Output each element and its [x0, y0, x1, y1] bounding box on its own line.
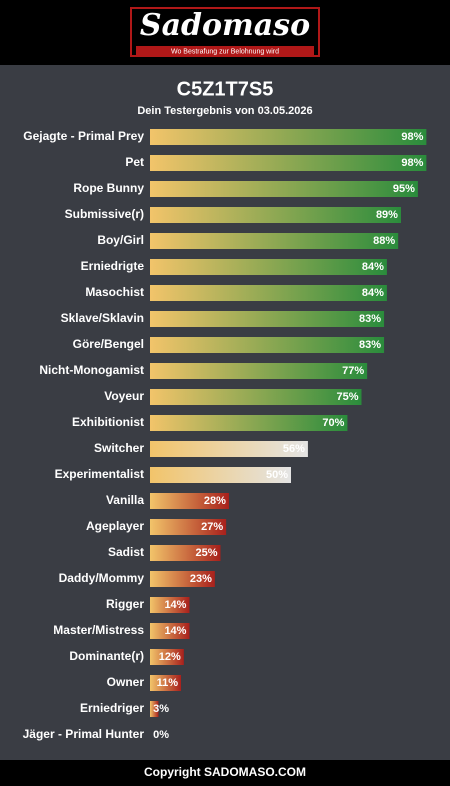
category-label: Voyeur — [104, 389, 144, 403]
category-label: Submissive(r) — [65, 207, 144, 221]
chart-subtitle: Dein Testergebnis von 03.05.2026 — [137, 105, 312, 117]
bar — [150, 363, 368, 379]
category-label: Experimentalist — [55, 467, 144, 481]
category-label: Switcher — [94, 441, 144, 455]
value-label: 14% — [164, 599, 186, 611]
footer: Copyright SADOMASO.COM — [144, 765, 306, 779]
value-label: 23% — [190, 573, 212, 585]
category-label: Masochist — [85, 285, 144, 299]
bar — [150, 441, 308, 457]
category-label: Sadist — [108, 545, 144, 559]
value-label: 89% — [376, 209, 398, 221]
bar — [150, 207, 401, 223]
category-label: Erniedriger — [80, 701, 144, 715]
bar — [150, 233, 399, 249]
bar — [150, 493, 229, 509]
bar — [150, 467, 291, 483]
chart-title: C5Z1T7S5 — [177, 78, 274, 100]
category-label: Rope Bunny — [73, 181, 144, 195]
bar — [150, 675, 182, 691]
category-label: Rigger — [106, 597, 144, 611]
category-label: Erniedrigte — [81, 259, 145, 273]
category-label: Dominante(r) — [69, 649, 144, 663]
category-label: Vanilla — [106, 493, 144, 507]
category-label: Sklave/Sklavin — [61, 311, 144, 325]
value-label: 98% — [401, 131, 423, 143]
bar — [150, 519, 227, 535]
category-label: Daddy/Mommy — [59, 571, 145, 585]
bar — [150, 181, 418, 197]
bar — [150, 311, 385, 327]
bar — [150, 571, 215, 587]
value-label: 3% — [153, 703, 169, 715]
value-label: 56% — [283, 443, 305, 455]
value-label: 11% — [157, 677, 179, 689]
value-label: 14% — [164, 625, 186, 637]
category-label: Nicht-Monogamist — [39, 363, 144, 377]
bar — [150, 285, 387, 301]
logo: Sadomaso — [140, 8, 310, 43]
value-label: 12% — [159, 651, 181, 663]
category-label: Pet — [125, 155, 144, 169]
value-label: 75% — [336, 391, 358, 403]
value-label: 84% — [362, 287, 384, 299]
value-label: 25% — [195, 547, 217, 559]
bar — [150, 545, 221, 561]
category-label: Gejagte - Primal Prey — [23, 129, 144, 143]
category-label: Master/Mistress — [53, 623, 144, 637]
value-label: 28% — [204, 495, 226, 507]
value-label: 88% — [373, 235, 395, 247]
footer-bar — [0, 760, 450, 786]
value-label: 70% — [322, 417, 344, 429]
value-label: 77% — [342, 365, 364, 377]
bar — [150, 155, 427, 171]
tagline-bar — [136, 46, 314, 56]
value-label: 83% — [359, 313, 381, 325]
category-label: Ageplayer — [86, 519, 144, 533]
value-label: 83% — [359, 339, 381, 351]
bar — [150, 701, 159, 717]
bar — [150, 623, 190, 639]
bar — [150, 415, 348, 431]
bar — [150, 597, 190, 613]
bar — [150, 259, 387, 275]
tagline: Wo Bestrafung zur Belohnung wird — [171, 48, 279, 55]
value-label: 27% — [201, 521, 223, 533]
bar — [150, 337, 385, 353]
value-label: 84% — [362, 261, 384, 273]
value-label: 50% — [266, 469, 288, 481]
bar — [150, 129, 427, 145]
category-label: Owner — [107, 675, 145, 689]
category-label: Exhibitionist — [72, 415, 144, 429]
bar — [150, 389, 362, 405]
bar — [150, 649, 184, 665]
category-label: Jäger - Primal Hunter — [23, 727, 145, 741]
value-label: 0% — [153, 729, 169, 741]
category-label: Göre/Bengel — [73, 337, 144, 351]
value-label: 98% — [401, 157, 423, 169]
category-label: Boy/Girl — [97, 233, 144, 247]
value-label: 95% — [393, 183, 415, 195]
